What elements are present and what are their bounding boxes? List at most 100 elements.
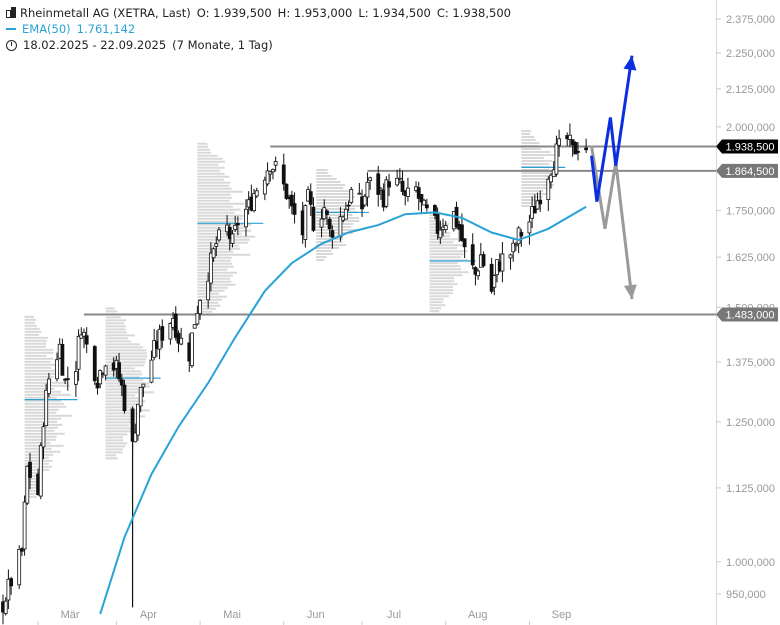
volume-profile-bar: [316, 172, 329, 175]
volume-profile-bar: [521, 186, 553, 189]
candle-body: [206, 280, 211, 301]
volume-profile-bar: [197, 148, 210, 151]
volume-profile-bar: [105, 310, 118, 313]
candle-body: [28, 461, 32, 478]
legend-range: 18.02.2025 - 22.09.2025: [23, 38, 167, 52]
candle-body: [168, 323, 173, 340]
volume-profile-bar: [24, 330, 42, 333]
volume-profile-bar: [521, 177, 548, 180]
scenario-down-arrow-head: [623, 284, 637, 300]
y-tick-label: 1.000,000: [726, 557, 775, 569]
candle-body: [195, 313, 200, 325]
candle-body: [325, 210, 329, 215]
y-tick-label: 2.375,000: [726, 14, 775, 26]
candle-body: [357, 192, 362, 195]
volume-profile-bar: [24, 426, 59, 429]
volume-profile-bar: [429, 256, 461, 259]
volume-profile-bar: [105, 355, 148, 358]
candle-body: [198, 299, 202, 315]
volume-profile-bar: [105, 385, 151, 388]
volume-profile-bar: [197, 307, 217, 310]
candle-body: [190, 332, 194, 367]
candle-body: [319, 218, 324, 228]
candle-body: [327, 218, 332, 230]
volume-profile-bar: [105, 319, 126, 322]
volume-profile-bar: [197, 286, 228, 289]
scenario-arrows: [590, 55, 637, 300]
volume-profile-bar: [24, 351, 54, 354]
legend-low: L: 1.934,500: [358, 6, 431, 20]
volume-profile-bar: [105, 328, 126, 331]
volume-profile-bar: [429, 238, 458, 241]
candle-body: [55, 359, 59, 380]
candle-body: [365, 181, 370, 198]
volume-profile-bar: [105, 406, 135, 409]
candle-body: [289, 194, 294, 207]
volume-profile-bar: [316, 208, 355, 211]
candle-body: [6, 578, 11, 601]
volume-profile-bar: [197, 283, 236, 286]
candle-body: [527, 221, 532, 234]
candle-body: [460, 224, 464, 241]
candle-body: [122, 384, 127, 412]
volume-profile-bar: [24, 495, 37, 498]
volume-profile-bar: [316, 205, 362, 208]
candle-body: [41, 426, 46, 448]
candle-body: [65, 378, 70, 381]
volume-profile-bar: [316, 193, 350, 196]
candle-body: [470, 244, 475, 266]
volume-profile-bar: [197, 265, 234, 268]
candle-body: [519, 232, 524, 237]
volume-profile-bar: [197, 163, 219, 166]
candle-body: [235, 223, 240, 226]
volume-profile-bar: [316, 256, 327, 259]
volume-profile-bar: [105, 421, 136, 424]
candle-body: [179, 337, 184, 345]
volume-profile-bar: [105, 382, 150, 385]
volume-profile-bar: [105, 433, 128, 436]
volume-profile-bar: [197, 226, 245, 229]
volume-profile-bar: [521, 150, 551, 153]
volume-profile-bar: [197, 211, 235, 214]
volume-profile-bar: [24, 348, 54, 351]
legend-high: H: 1.953,000: [277, 6, 353, 20]
volume-profile-bar: [197, 196, 233, 199]
candle-body: [424, 204, 429, 209]
candle-body: [254, 190, 259, 197]
volume-profile-bar: [429, 280, 455, 283]
volume-profile-bar: [521, 138, 536, 141]
candle-body: [308, 191, 313, 205]
candle-body: [462, 238, 467, 248]
volume-profile-bar: [105, 370, 142, 373]
legend-close: C: 1.938,500: [436, 6, 511, 20]
candle-body: [376, 173, 381, 195]
volume-profile-bar: [24, 435, 57, 438]
candle-body: [568, 134, 572, 140]
volume-profile-bar: [105, 409, 150, 412]
candle-body: [584, 147, 589, 151]
volume-profile-bar: [105, 424, 130, 427]
volume-profile-bar: [24, 417, 62, 420]
volume-profile-bar: [521, 204, 530, 207]
volume-profile-bar: [24, 486, 39, 489]
volume-profile-bar: [24, 354, 47, 357]
volume-profile-bar: [105, 394, 136, 397]
candle-body: [73, 371, 78, 385]
volume-profile-bar: [521, 201, 532, 204]
volume-profile-bar: [197, 295, 228, 298]
candle-body: [311, 206, 316, 231]
volume-profile-bar: [429, 241, 454, 244]
volume-profile-bar: [105, 439, 124, 442]
volume-profile-bar: [24, 315, 35, 318]
candle-body: [549, 174, 553, 183]
legend-ema-row: EMA(50) 1.761,142: [6, 21, 511, 37]
candle-body: [492, 275, 497, 288]
volume-profile-bar: [24, 474, 42, 477]
candle-body: [38, 445, 43, 497]
candle-body: [349, 189, 354, 203]
volume-profile-bar: [429, 301, 443, 304]
volume-profile-bar: [197, 187, 232, 190]
chart-legend: Rheinmetall AG (XETRA, Last) O: 1.939,50…: [6, 5, 511, 53]
volume-profile-bar: [429, 310, 440, 313]
